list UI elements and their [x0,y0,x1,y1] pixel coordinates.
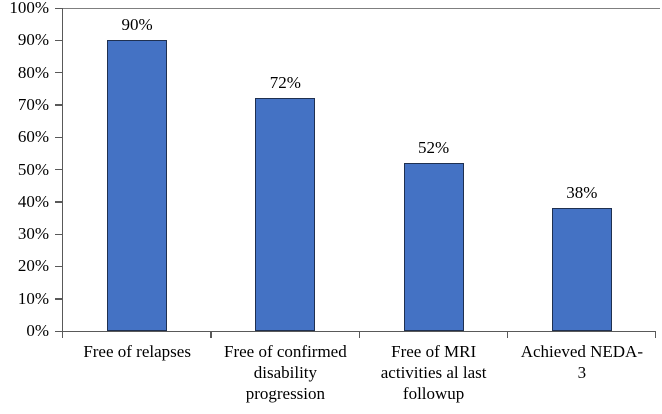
bar-value-label: 72% [269,73,301,93]
y-axis-tick [55,298,62,300]
x-axis-tick [655,331,657,339]
y-axis-tick-label: 50% [17,159,49,179]
bar-value-label: 52% [418,138,450,158]
y-axis-tick-label: 80% [17,62,49,82]
y-axis-tick-label: 30% [17,224,49,244]
y-axis-tick-label: 40% [17,191,49,211]
bar-value-label: 90% [121,15,153,35]
y-axis-tick [55,169,62,171]
x-category-label: Free of MRI activities al last followup [380,342,487,403]
bar-value-label: 38% [566,183,598,203]
y-axis-tick-label: 60% [17,127,49,147]
y-axis-tick-label: 100% [9,0,49,17]
y-axis-tick-label: 90% [17,30,49,50]
y-axis-tick [55,104,62,106]
bar [403,163,464,331]
x-axis-tick [210,331,212,339]
y-axis-tick [55,330,62,332]
y-axis-tick [55,39,62,42]
x-axis-tick [62,331,64,339]
y-axis-tick [55,72,62,74]
y-axis-tick [55,201,62,203]
x-axis-tick [506,331,509,339]
y-axis-tick-label: 10% [17,288,49,308]
x-category-label: Achieved NEDA- 3 [520,342,643,382]
x-axis-tick [358,331,360,339]
y-axis-tick [55,136,62,139]
y-axis-tick-label: 70% [17,94,49,114]
x-category-label: Free of relapses [83,342,191,361]
x-category-label: Free of confirmed disability progression [224,342,347,403]
y-axis-line [62,8,64,332]
y-axis-tick [55,233,62,235]
y-axis-tick [55,7,62,9]
bar [551,208,612,331]
y-axis-tick-label: 0% [26,321,49,340]
gridline-100pct [63,8,660,10]
y-axis-tick-label: 20% [17,256,49,276]
y-axis-tick [55,265,62,268]
bar [255,98,316,331]
bar [107,40,168,331]
